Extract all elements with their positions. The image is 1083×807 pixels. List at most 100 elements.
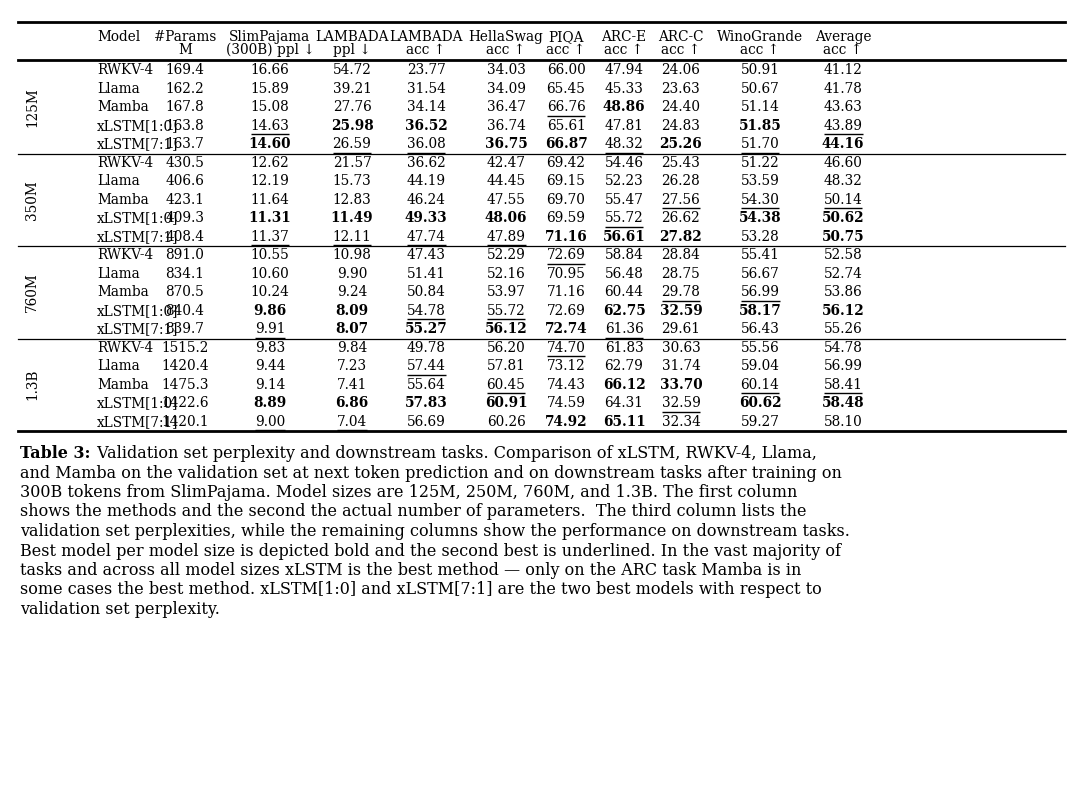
Text: 10.98: 10.98	[332, 249, 371, 262]
Text: 54.72: 54.72	[332, 63, 371, 77]
Text: Model: Model	[97, 30, 141, 44]
Text: 51.14: 51.14	[741, 100, 780, 115]
Text: 406.6: 406.6	[166, 174, 205, 188]
Text: Best model per model size is depicted bold and the second best is underlined. In: Best model per model size is depicted bo…	[19, 542, 841, 559]
Text: 45.33: 45.33	[604, 82, 643, 96]
Text: 60.26: 60.26	[486, 415, 525, 429]
Text: 49.78: 49.78	[406, 341, 445, 355]
Text: 50.75: 50.75	[822, 230, 864, 244]
Text: Llama: Llama	[97, 82, 140, 96]
Text: 50.84: 50.84	[406, 285, 445, 299]
Text: 61.36: 61.36	[604, 322, 643, 337]
Text: 27.76: 27.76	[332, 100, 371, 115]
Text: 34.09: 34.09	[486, 82, 525, 96]
Text: 39.21: 39.21	[332, 82, 371, 96]
Text: 66.12: 66.12	[602, 378, 645, 391]
Text: 33.70: 33.70	[660, 378, 702, 391]
Text: ARC-C: ARC-C	[658, 30, 704, 44]
Text: LAMBADA: LAMBADA	[389, 30, 462, 44]
Text: 11.31: 11.31	[249, 211, 291, 225]
Text: 28.84: 28.84	[662, 249, 701, 262]
Text: 52.23: 52.23	[604, 174, 643, 188]
Text: 163.7: 163.7	[166, 137, 205, 151]
Text: Mamba: Mamba	[97, 193, 148, 207]
Text: 36.47: 36.47	[486, 100, 525, 115]
Text: 9.90: 9.90	[337, 267, 367, 281]
Text: 43.63: 43.63	[823, 100, 862, 115]
Text: 65.45: 65.45	[547, 82, 586, 96]
Text: 6.86: 6.86	[336, 396, 368, 410]
Text: 60.14: 60.14	[741, 378, 780, 391]
Text: 59.27: 59.27	[741, 415, 780, 429]
Text: 55.41: 55.41	[741, 249, 780, 262]
Text: 32.59: 32.59	[660, 303, 703, 318]
Text: Mamba: Mamba	[97, 285, 148, 299]
Text: 29.61: 29.61	[662, 322, 701, 337]
Text: 9.00: 9.00	[255, 415, 285, 429]
Text: 9.24: 9.24	[337, 285, 367, 299]
Text: 56.99: 56.99	[741, 285, 780, 299]
Text: (300B) ppl ↓: (300B) ppl ↓	[225, 43, 314, 57]
Text: 53.97: 53.97	[486, 285, 525, 299]
Text: 55.64: 55.64	[406, 378, 445, 391]
Text: 60.45: 60.45	[486, 378, 525, 391]
Text: 46.60: 46.60	[823, 156, 862, 169]
Text: 8.09: 8.09	[336, 303, 368, 318]
Text: 34.14: 34.14	[406, 100, 445, 115]
Text: xLSTM[7:1]: xLSTM[7:1]	[97, 137, 179, 151]
Text: 25.43: 25.43	[662, 156, 701, 169]
Text: xLSTM[7:1]: xLSTM[7:1]	[97, 415, 179, 429]
Text: 51.70: 51.70	[741, 137, 780, 151]
Text: 61.83: 61.83	[604, 341, 643, 355]
Text: 44.19: 44.19	[406, 174, 445, 188]
Text: #Params: #Params	[154, 30, 217, 44]
Text: Average: Average	[814, 30, 871, 44]
Text: 53.86: 53.86	[824, 285, 862, 299]
Text: 66.87: 66.87	[545, 137, 587, 151]
Text: 162.2: 162.2	[166, 82, 205, 96]
Text: Llama: Llama	[97, 267, 140, 281]
Text: 52.16: 52.16	[486, 267, 525, 281]
Text: 74.43: 74.43	[547, 378, 586, 391]
Text: HellaSwag: HellaSwag	[469, 30, 544, 44]
Text: 69.15: 69.15	[547, 174, 586, 188]
Text: RWKV-4: RWKV-4	[97, 341, 154, 355]
Text: acc ↑: acc ↑	[604, 43, 643, 57]
Text: 55.47: 55.47	[604, 193, 643, 207]
Text: 44.45: 44.45	[486, 174, 525, 188]
Text: 72.74: 72.74	[545, 322, 587, 337]
Text: validation set perplexity.: validation set perplexity.	[19, 601, 220, 618]
Text: 60.44: 60.44	[604, 285, 643, 299]
Text: 58.48: 58.48	[822, 396, 864, 410]
Text: 50.62: 50.62	[822, 211, 864, 225]
Text: 9.44: 9.44	[255, 359, 285, 374]
Text: 9.83: 9.83	[255, 341, 285, 355]
Text: 423.1: 423.1	[166, 193, 205, 207]
Text: and Mamba on the validation set at next token prediction and on downstream tasks: and Mamba on the validation set at next …	[19, 465, 841, 482]
Text: 53.59: 53.59	[741, 174, 780, 188]
Text: 51.22: 51.22	[741, 156, 780, 169]
Text: 48.32: 48.32	[604, 137, 643, 151]
Text: acc ↑: acc ↑	[486, 43, 525, 57]
Text: 15.73: 15.73	[332, 174, 371, 188]
Text: 74.59: 74.59	[547, 396, 586, 410]
Text: 56.12: 56.12	[822, 303, 864, 318]
Text: 47.89: 47.89	[486, 230, 525, 244]
Text: xLSTM[1:0]: xLSTM[1:0]	[97, 303, 179, 318]
Text: xLSTM[7:1]: xLSTM[7:1]	[97, 230, 179, 244]
Text: 1422.6: 1422.6	[161, 396, 209, 410]
Text: 25.98: 25.98	[330, 119, 374, 132]
Text: 24.06: 24.06	[662, 63, 701, 77]
Text: 12.62: 12.62	[250, 156, 289, 169]
Text: 44.16: 44.16	[822, 137, 864, 151]
Text: xLSTM[1:0]: xLSTM[1:0]	[97, 396, 179, 410]
Text: 56.67: 56.67	[741, 267, 780, 281]
Text: 62.79: 62.79	[604, 359, 643, 374]
Text: 50.14: 50.14	[823, 193, 862, 207]
Text: 12.11: 12.11	[332, 230, 371, 244]
Text: PIQA: PIQA	[548, 30, 584, 44]
Text: 12.19: 12.19	[250, 174, 289, 188]
Text: 42.47: 42.47	[486, 156, 525, 169]
Text: 891.0: 891.0	[166, 249, 205, 262]
Text: 12.83: 12.83	[332, 193, 371, 207]
